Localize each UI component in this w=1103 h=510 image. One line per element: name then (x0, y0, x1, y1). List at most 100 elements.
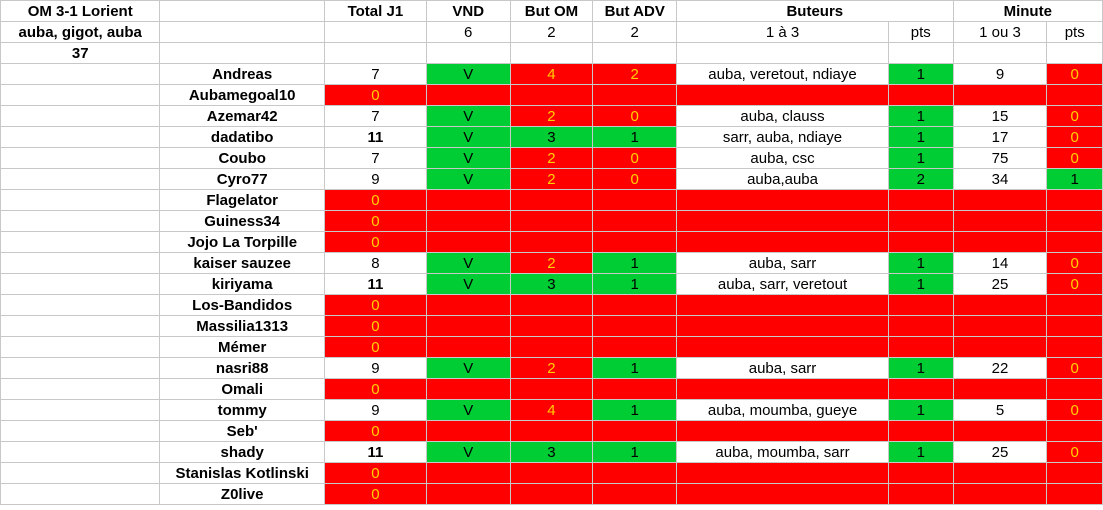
player-name: Azemar42 (159, 105, 325, 127)
minute-row: 37 (0, 42, 1103, 64)
empty-red-cell (952, 483, 1048, 505)
empty-red-cell (592, 483, 678, 505)
empty-red-cell (887, 336, 954, 358)
empty-red-cell (509, 336, 594, 358)
sub-minute-pts: pts (1046, 21, 1103, 43)
empty-red-cell (952, 462, 1048, 484)
empty-red-cell (887, 84, 954, 106)
buteurs-pick: sarr, auba, ndiaye (676, 126, 889, 148)
minute-pick: 25 (952, 273, 1048, 295)
total-points: 9 (323, 399, 427, 421)
empty-cell (0, 168, 161, 190)
player-row: Aubamegoal10 0 (0, 84, 1103, 106)
empty-cell (0, 357, 161, 379)
minute-points: 0 (1046, 273, 1103, 295)
total-points: 11 (323, 273, 427, 295)
empty-red-cell (952, 84, 1048, 106)
buteurs-pick: auba, clauss (676, 105, 889, 127)
empty-red-cell (887, 210, 954, 232)
total-points: 8 (323, 252, 427, 274)
empty-cell (0, 126, 161, 148)
sub-vnd: 6 (425, 21, 511, 43)
buteurs-pick: auba, moumba, gueye (676, 399, 889, 421)
player-row: Massilia1313 0 (0, 315, 1103, 337)
empty-cell (0, 294, 161, 316)
empty-red-cell (509, 231, 594, 253)
buteurs-pick: auba, moumba, sarr (676, 441, 889, 463)
empty-cell (0, 210, 161, 232)
empty-red-cell (425, 231, 511, 253)
match-scorers: auba, gigot, auba (0, 21, 161, 43)
player-name: dadatibo (159, 126, 325, 148)
empty-red-cell (592, 315, 678, 337)
empty-red-cell (509, 294, 594, 316)
empty-red-cell (887, 231, 954, 253)
total-points: 0 (323, 294, 427, 316)
player-name: Andreas (159, 63, 325, 85)
empty-red-cell (676, 315, 889, 337)
header-but-adv: But ADV (592, 0, 678, 22)
total-points: 0 (323, 189, 427, 211)
player-name: Seb' (159, 420, 325, 442)
empty-cell (0, 252, 161, 274)
player-row: Stanislas Kotlinski 0 (0, 462, 1103, 484)
header-buteurs: Buteurs (676, 0, 954, 22)
minute-pick: 34 (952, 168, 1048, 190)
but-adv-pick: 0 (592, 168, 678, 190)
but-adv-pick: 0 (592, 147, 678, 169)
but-om-pick: 2 (509, 147, 594, 169)
player-name: Stanislas Kotlinski (159, 462, 325, 484)
buteurs-points: 2 (887, 168, 954, 190)
player-name: Cyro77 (159, 168, 325, 190)
empty-red-cell (425, 315, 511, 337)
header-total: Total J1 (323, 0, 427, 22)
empty-cell (0, 378, 161, 400)
empty-red-cell (592, 336, 678, 358)
minute-pick: 9 (952, 63, 1048, 85)
but-om-pick: 2 (509, 357, 594, 379)
but-om-pick: 2 (509, 168, 594, 190)
minute-points: 0 (1046, 63, 1103, 85)
empty-red-cell (592, 210, 678, 232)
match-title: OM 3-1 Lorient (0, 0, 161, 22)
empty-cell (0, 441, 161, 463)
empty-red-cell (887, 189, 954, 211)
player-row: Flagelator 0 (0, 189, 1103, 211)
empty-cell (0, 399, 161, 421)
empty-red-cell (1046, 378, 1103, 400)
empty-red-cell (1046, 462, 1103, 484)
empty-red-cell (425, 336, 511, 358)
empty-red-cell (676, 84, 889, 106)
player-row: Jojo La Torpille 0 (0, 231, 1103, 253)
minute-points: 0 (1046, 126, 1103, 148)
vnd-pick: V (425, 168, 511, 190)
but-adv-pick: 1 (592, 273, 678, 295)
buteurs-points: 1 (887, 126, 954, 148)
empty-red-cell (952, 294, 1048, 316)
player-row: kaiser sauzee 8 V 2 1 auba, sarr 1 14 0 (0, 252, 1103, 274)
empty-red-cell (1046, 231, 1103, 253)
empty-red-cell (952, 210, 1048, 232)
empty-cell (0, 84, 161, 106)
but-adv-pick: 1 (592, 399, 678, 421)
empty-cell (0, 105, 161, 127)
total-points: 11 (323, 441, 427, 463)
total-points: 11 (323, 126, 427, 148)
empty-cell (0, 273, 161, 295)
empty-cell (0, 336, 161, 358)
buteurs-pick: auba, sarr, veretout (676, 273, 889, 295)
total-points: 0 (323, 231, 427, 253)
player-row: Cyro77 9 V 2 0 auba,auba 2 34 1 (0, 168, 1103, 190)
empty-red-cell (952, 189, 1048, 211)
but-om-pick: 2 (509, 252, 594, 274)
player-row: Coubo 7 V 2 0 auba, csc 1 75 0 (0, 147, 1103, 169)
player-name: shady (159, 441, 325, 463)
empty-red-cell (887, 315, 954, 337)
vnd-pick: V (425, 399, 511, 421)
player-name: Massilia1313 (159, 315, 325, 337)
but-adv-pick: 1 (592, 252, 678, 274)
player-name: Guiness34 (159, 210, 325, 232)
vnd-pick: V (425, 105, 511, 127)
vnd-pick: V (425, 357, 511, 379)
